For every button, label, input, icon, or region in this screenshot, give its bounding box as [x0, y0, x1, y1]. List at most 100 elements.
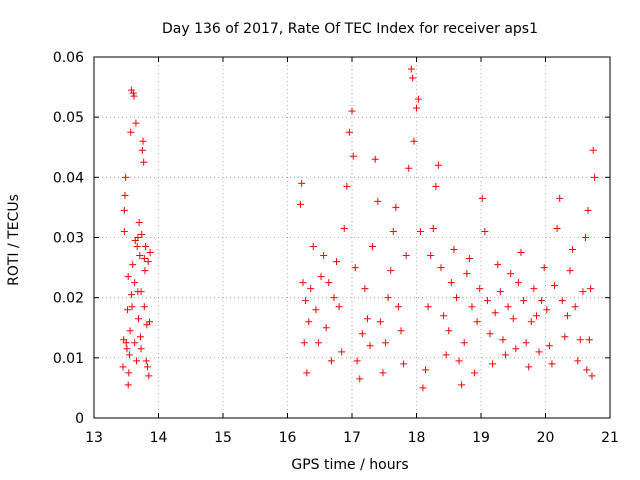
data-point [407, 65, 415, 73]
data-point [130, 92, 138, 100]
data-point [405, 164, 413, 172]
data-point [140, 303, 148, 311]
data-point [589, 146, 597, 154]
x-tick-label: 14 [150, 430, 168, 446]
data-point [486, 330, 494, 338]
data-point [307, 285, 315, 293]
y-tick-label: 0.04 [53, 170, 84, 186]
x-tick-label: 19 [472, 430, 490, 446]
data-point [305, 318, 313, 326]
data-point [138, 146, 146, 154]
data-point [138, 230, 146, 238]
data-point [452, 294, 460, 302]
data-point [348, 107, 356, 115]
data-points [119, 65, 599, 392]
data-point [120, 227, 128, 235]
data-point [392, 203, 400, 211]
data-point [409, 74, 417, 82]
data-point [514, 279, 522, 287]
data-point [483, 297, 491, 305]
data-point [317, 273, 325, 281]
data-point [133, 357, 141, 365]
data-point [591, 173, 599, 181]
data-point [574, 357, 582, 365]
data-point [137, 288, 145, 296]
data-point [129, 261, 137, 269]
data-point [296, 200, 304, 208]
data-point [371, 155, 379, 163]
data-point [548, 360, 556, 368]
data-point [127, 128, 135, 136]
chart-title: Day 136 of 2017, Rate Of TEC Index for r… [162, 21, 538, 37]
data-point [129, 89, 137, 97]
data-point [481, 227, 489, 235]
data-point [345, 128, 353, 136]
data-point [384, 294, 392, 302]
data-point [566, 267, 574, 275]
data-point [522, 339, 530, 347]
data-point [322, 324, 330, 332]
data-point [299, 279, 307, 287]
data-point [131, 279, 139, 287]
data-point [432, 182, 440, 190]
data-point [142, 243, 150, 251]
data-point [145, 372, 153, 380]
data-point [330, 294, 338, 302]
data-point [387, 267, 395, 275]
data-point [356, 375, 364, 383]
data-point [434, 161, 442, 169]
data-point [551, 282, 559, 290]
data-point [496, 288, 504, 296]
data-point [397, 327, 405, 335]
data-point [520, 297, 528, 305]
data-point [429, 224, 437, 232]
data-point [507, 270, 515, 278]
data-point [478, 194, 486, 202]
grid-lines [94, 57, 610, 418]
data-point [471, 369, 479, 377]
data-point [340, 224, 348, 232]
data-point [374, 197, 382, 205]
data-point [545, 342, 553, 350]
data-point [410, 137, 418, 145]
data-point [414, 95, 422, 103]
data-point [424, 303, 432, 311]
data-point [581, 234, 589, 241]
data-point [427, 252, 435, 260]
data-point [476, 285, 484, 293]
data-point [517, 249, 525, 257]
data-point [298, 179, 306, 187]
y-tick-label: 0.02 [53, 291, 84, 307]
data-point [376, 318, 384, 326]
data-point [366, 342, 374, 350]
data-point [122, 339, 130, 347]
data-point [394, 303, 402, 311]
y-tick-label: 0.03 [53, 231, 84, 247]
data-point [569, 246, 577, 254]
data-point [442, 351, 450, 359]
data-point [125, 369, 133, 377]
x-tick-label: 18 [408, 430, 426, 446]
data-point [136, 252, 144, 260]
data-point [141, 267, 149, 275]
data-point [124, 381, 132, 389]
data-point [140, 158, 148, 166]
data-point [525, 363, 533, 371]
data-point [587, 285, 595, 293]
data-point [132, 119, 140, 127]
data-point [460, 339, 468, 347]
data-point [389, 227, 397, 235]
data-point [447, 279, 455, 287]
data-point [361, 285, 369, 293]
data-point [588, 372, 596, 380]
x-axis-label: GPS time / hours [291, 457, 408, 473]
data-point [363, 315, 371, 323]
x-tick-label: 15 [214, 430, 232, 446]
x-tick-label: 21 [601, 430, 619, 446]
data-point [512, 345, 520, 353]
data-point [419, 384, 427, 392]
data-point [327, 357, 335, 365]
data-point [563, 312, 571, 320]
data-point [335, 303, 343, 311]
